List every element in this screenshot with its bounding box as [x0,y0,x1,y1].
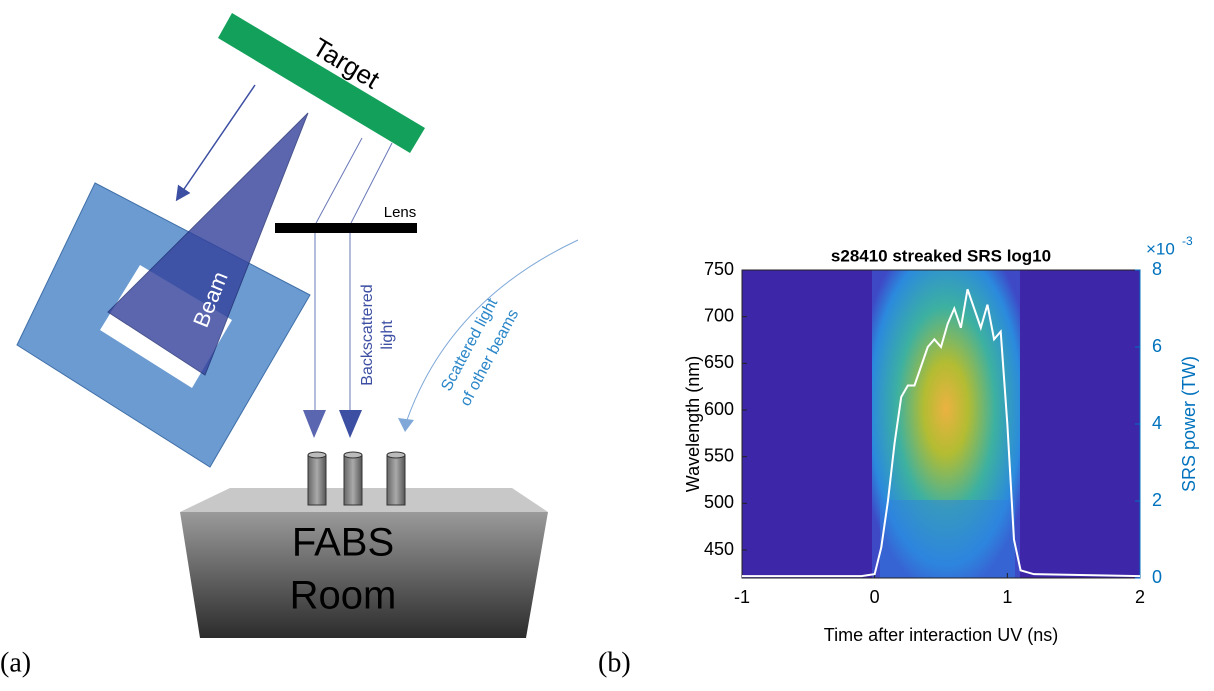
y2-exponent: -3 [1182,234,1193,248]
y2-tick-label: 2 [1152,490,1162,510]
room-label: Room [290,574,397,618]
beam-cone [107,112,309,376]
arrowhead [339,410,362,438]
arrow [175,84,256,202]
x-tick-label: 2 [1135,587,1145,607]
arrowhead [303,410,326,438]
streak-image [742,270,1140,578]
y-tick-label: 600 [704,399,734,419]
y-tick-label: 550 [704,445,734,465]
chart-title: s28410 streaked SRS log10 [831,246,1051,265]
arrowhead [398,418,414,432]
y-tick-label: 450 [704,539,734,559]
x-axis-label: Time after interaction UV (ns) [824,625,1058,645]
y2-tick-label: 4 [1152,413,1162,433]
y2-tick-label: 0 [1152,567,1162,587]
y-tick-label: 650 [704,352,734,372]
panel-label: (b) [598,647,631,678]
backscattered-label: light [379,320,396,350]
y2-axis-label: SRS power (TW) [1179,356,1199,492]
x-tick-label: -1 [734,587,750,607]
y2-multiplier: ×10 [1146,239,1175,258]
y2-tick-label: 8 [1152,259,1162,279]
y-tick-label: 750 [704,259,734,279]
scatter-ray [406,239,579,421]
target [218,13,425,153]
x-tick-label: 0 [870,587,880,607]
chart: s28410 streaked SRS log10 Time after int… [683,234,1199,645]
lens [275,223,417,233]
y-tick-label: 700 [704,305,734,325]
x-tick-label: 1 [1002,587,1012,607]
y-tick-label: 500 [704,492,734,512]
backscattered-label: Backscattered [359,284,376,385]
lens-label: Lens [384,204,417,221]
ray [314,137,363,410]
room-label: FABS [292,521,394,565]
diagram: Target Lens Beam Backscattered light Sca… [0,13,579,678]
room-front [180,512,548,638]
y-axis-label: Wavelength (nm) [683,356,703,492]
panel-label: (a) [0,647,31,678]
detectors [307,451,406,506]
room-top [180,488,548,512]
y2-tick-label: 6 [1152,336,1162,356]
series-line [742,288,1141,578]
